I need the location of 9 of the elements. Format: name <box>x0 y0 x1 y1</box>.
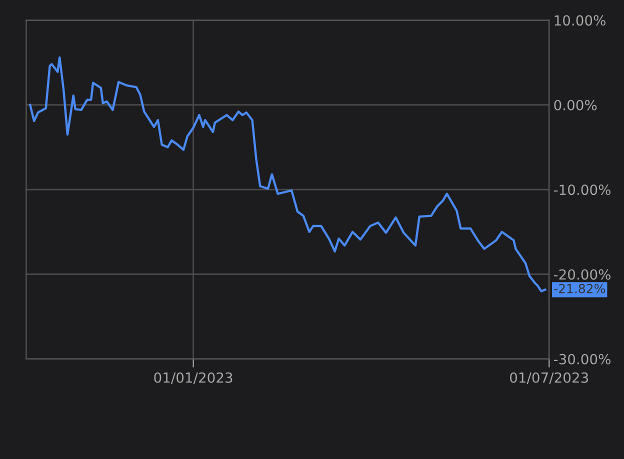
line-series <box>29 56 546 292</box>
y-tick-label: 0.00% <box>554 100 597 110</box>
x-tick-label: 01/01/2023 <box>154 372 232 384</box>
annotation: -21.82% <box>554 284 606 294</box>
y-tick-label: 10.00% <box>554 15 606 26</box>
y-tick-label: -10.00% <box>554 184 610 196</box>
y-tick-label: -30.00% <box>554 354 610 364</box>
x-tick-label: 01/07/2023 <box>510 372 588 384</box>
y-tick-label: -20.00% <box>554 269 610 280</box>
